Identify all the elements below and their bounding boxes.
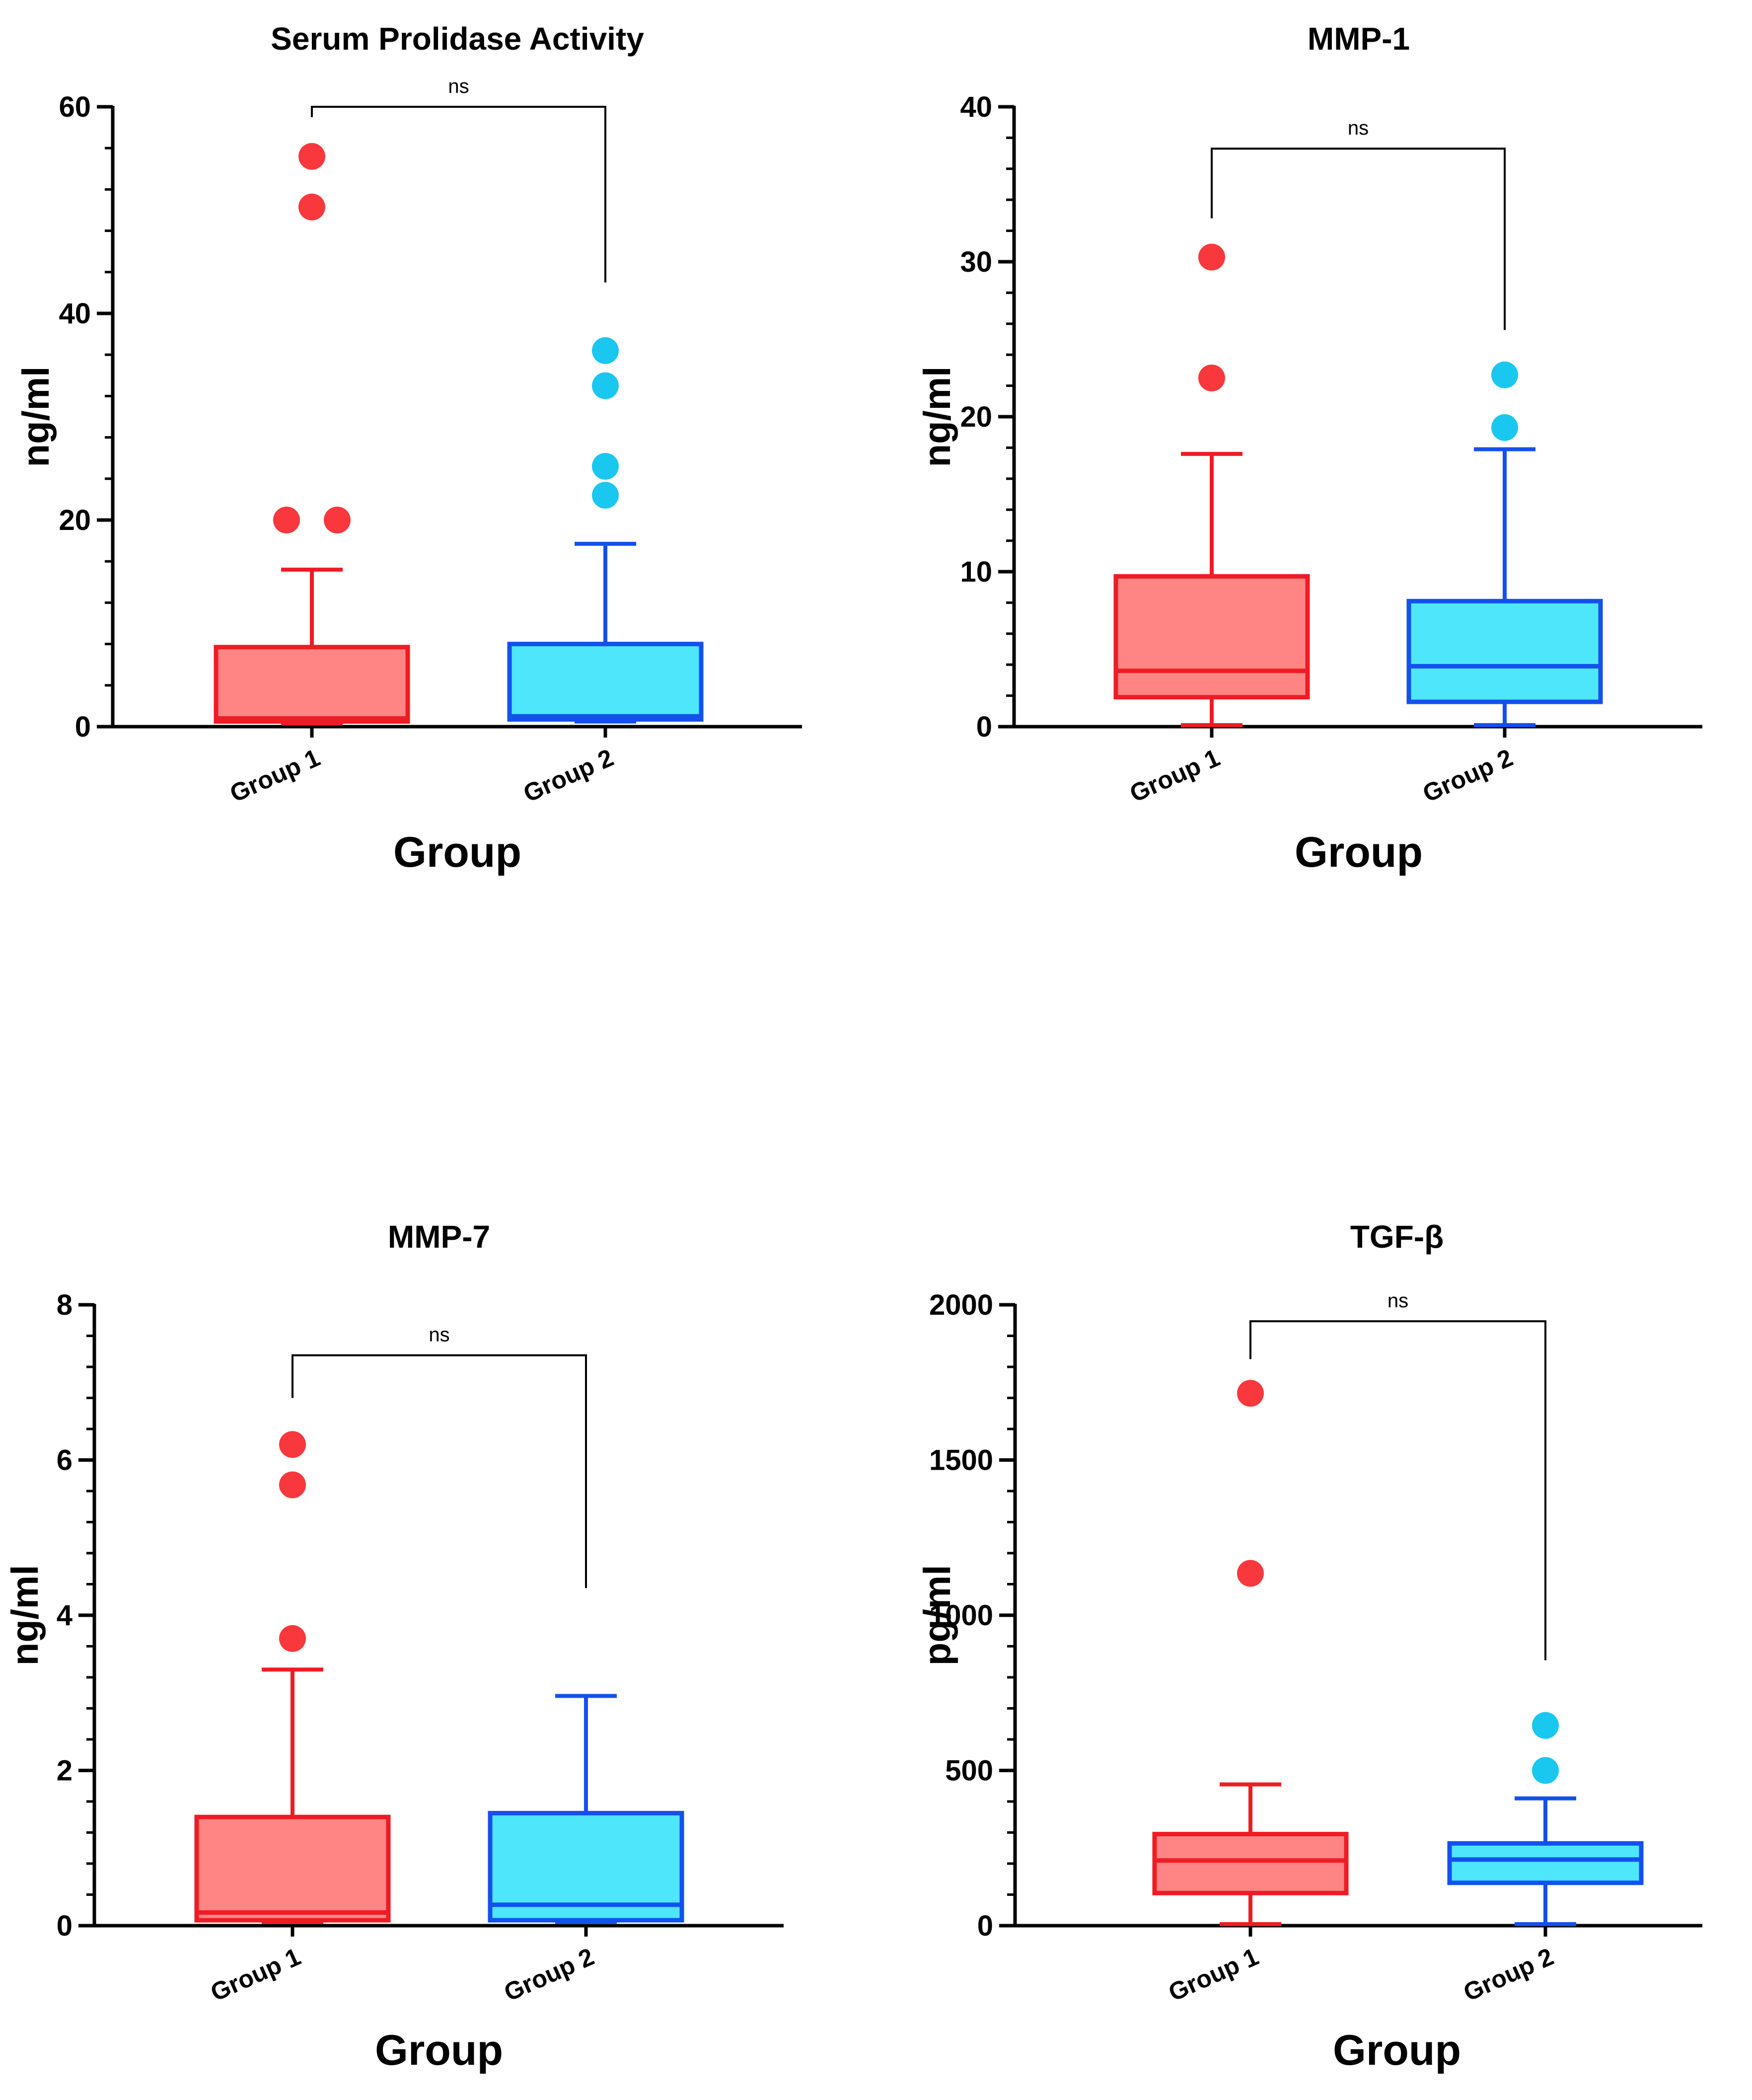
iqr-box	[194, 1814, 391, 1923]
x-axis-label: Group	[393, 828, 521, 876]
significance-label: ns	[1348, 117, 1369, 139]
category-label: Group 2	[500, 1943, 598, 2007]
significance-bracket	[292, 1354, 587, 1588]
chart-title: MMP-1	[1308, 21, 1410, 57]
significance-label: ns	[1387, 1290, 1408, 1312]
significance-bracket	[311, 106, 606, 283]
x-axis-label: Group	[1333, 2026, 1461, 2074]
chart-panel-2: MMP-1 0 10 20 30 40 ng/ml Group Group 1 Group 2 ns	[916, 21, 1702, 876]
category-label: Group 1	[1165, 1943, 1263, 2007]
x-axis-label: Group	[375, 2026, 503, 2074]
y-axis-label: ng/ml	[15, 367, 57, 467]
chart-title: Serum Prolidase Activity	[271, 21, 644, 57]
box-group-2	[1447, 1712, 1644, 1926]
iqr-box	[1152, 1832, 1349, 1895]
y-tick-label: 20	[59, 504, 91, 536]
outlier-point	[273, 507, 300, 533]
chart-panel-1: Serum Prolidase Activity 0 20 40 60 ng/ml Grou…	[15, 21, 802, 876]
outlier-point	[1237, 1560, 1264, 1587]
box-group-2	[1406, 361, 1603, 727]
outlier-point	[1237, 1380, 1264, 1407]
iqr-box	[507, 642, 704, 722]
iqr-box	[1113, 574, 1310, 700]
category-label: Group 1	[226, 744, 324, 808]
category-label: Group 1	[207, 1943, 305, 2007]
significance-bracket	[1249, 1320, 1546, 1660]
chart-title: TGF-β	[1350, 1219, 1444, 1255]
y-tick-label: 30	[960, 246, 992, 278]
y-tick-label: 0	[57, 1910, 73, 1942]
category-label: Group 2	[1460, 1943, 1558, 2007]
outlier-point	[592, 482, 619, 509]
y-tick-label: 0	[75, 711, 91, 743]
x-axis-label: Group	[1295, 828, 1423, 876]
y-tick-label: 2	[57, 1755, 73, 1787]
y-tick-label: 1500	[929, 1444, 993, 1477]
y-tick-label: 60	[59, 91, 91, 123]
y-tick-label: 2000	[929, 1289, 993, 1321]
outlier-point	[1198, 243, 1225, 271]
iqr-box	[1447, 1841, 1644, 1885]
outlier-point	[324, 507, 351, 533]
chart-panel-4: TGF-β 0 500 1000 1500 2000 pg/ml Group Group 1 Gr…	[916, 1219, 1702, 2074]
outlier-point	[298, 193, 325, 221]
iqr-box	[214, 645, 410, 724]
y-tick-label: 20	[960, 401, 992, 433]
box-group-1	[214, 143, 410, 726]
y-tick-label: 40	[59, 298, 91, 330]
y-tick-label: 8	[57, 1289, 73, 1321]
outlier-point	[279, 1431, 306, 1458]
significance-bracket	[1211, 148, 1506, 330]
box-group-1	[1152, 1380, 1349, 1926]
y-tick-label: 40	[960, 91, 992, 123]
y-tick-label: 10	[960, 556, 992, 588]
outlier-point	[1532, 1712, 1559, 1739]
box-group-2	[488, 1694, 684, 1924]
outlier-point	[592, 452, 619, 480]
outlier-point	[298, 143, 325, 170]
outlier-point	[279, 1471, 306, 1499]
iqr-box	[488, 1810, 684, 1923]
outlier-point	[1491, 361, 1518, 388]
y-axis-label: pg/ml	[916, 1565, 958, 1666]
y-tick-label: 4	[57, 1599, 73, 1632]
box-group-1	[1113, 243, 1310, 727]
chart-panel-3: MMP-7 0 2 4 6 8 ng/ml Group Group 1 Group 2 ns	[4, 1219, 784, 2074]
y-axis-label: ng/ml	[916, 367, 958, 467]
outlier-point	[592, 372, 619, 399]
significance-label: ns	[429, 1324, 449, 1346]
y-tick-label: 0	[976, 711, 992, 743]
category-label: Group 2	[1419, 744, 1517, 808]
category-label: Group 1	[1126, 744, 1224, 808]
iqr-box	[1406, 599, 1603, 704]
y-tick-label: 0	[977, 1910, 993, 1942]
category-label: Group 2	[519, 744, 618, 808]
y-tick-label: 500	[945, 1755, 993, 1787]
box-group-1	[194, 1431, 391, 1924]
outlier-point	[1532, 1757, 1559, 1784]
chart-title: MMP-7	[388, 1219, 490, 1255]
significance-label: ns	[448, 75, 469, 97]
box-group-2	[507, 337, 704, 724]
outlier-point	[1491, 414, 1518, 441]
outlier-point	[592, 337, 619, 364]
outlier-point	[1198, 365, 1225, 391]
y-axis-label: ng/ml	[4, 1565, 46, 1666]
y-tick-label: 1000	[929, 1599, 993, 1632]
y-tick-label: 6	[57, 1444, 73, 1477]
outlier-point	[279, 1625, 306, 1652]
